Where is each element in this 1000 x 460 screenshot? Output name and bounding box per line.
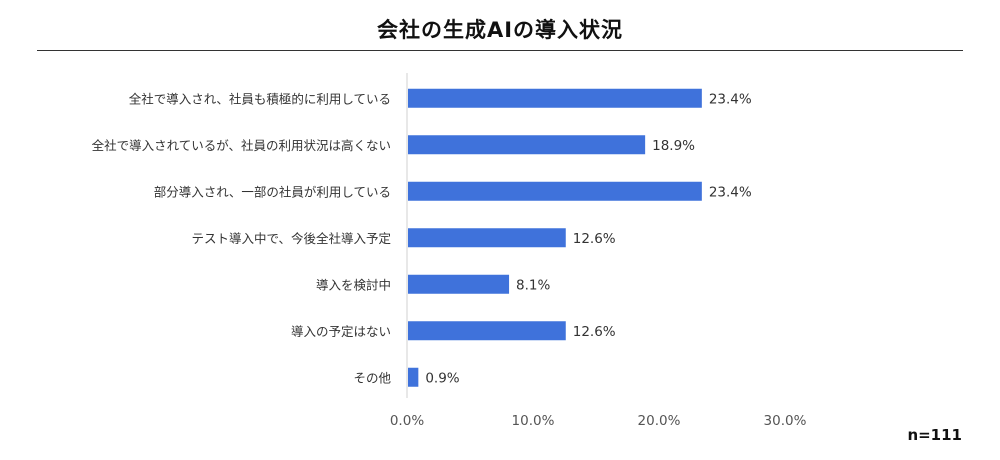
- category-label: 全社で導入され、社員も積極的に利用している: [129, 91, 391, 106]
- category-label: 導入の予定はない: [291, 324, 391, 339]
- bar: [408, 181, 702, 201]
- bar: [408, 88, 702, 108]
- chart-title: 会社の生成AIの導入状況: [376, 18, 624, 42]
- bar: [408, 135, 646, 155]
- value-label: 12.6%: [573, 324, 616, 340]
- value-label: 23.4%: [709, 91, 752, 107]
- value-label: 8.1%: [516, 277, 550, 293]
- bar: [408, 228, 566, 248]
- category-label: 全社で導入されているが、社員の利用状況は高くない: [92, 138, 391, 153]
- value-label: 12.6%: [573, 231, 616, 247]
- value-label: 0.9%: [425, 370, 459, 386]
- x-tick-label: 10.0%: [512, 413, 555, 429]
- x-tick-label: 30.0%: [764, 413, 807, 429]
- title-divider: [37, 50, 963, 51]
- bar: [408, 274, 510, 294]
- value-label: 23.4%: [709, 184, 752, 200]
- bar: [408, 367, 419, 387]
- category-label: 部分導入され、一部の社員が利用している: [154, 184, 391, 199]
- category-label: テスト導入中で、今後全社導入予定: [191, 231, 391, 246]
- bar: [408, 321, 566, 341]
- value-label: 18.9%: [652, 138, 695, 154]
- x-tick-label: 0.0%: [390, 413, 424, 429]
- category-label: 導入を検討中: [316, 277, 391, 292]
- sample-size-note: n=111: [907, 426, 962, 444]
- category-label: その他: [353, 370, 391, 385]
- x-tick-label: 20.0%: [638, 413, 681, 429]
